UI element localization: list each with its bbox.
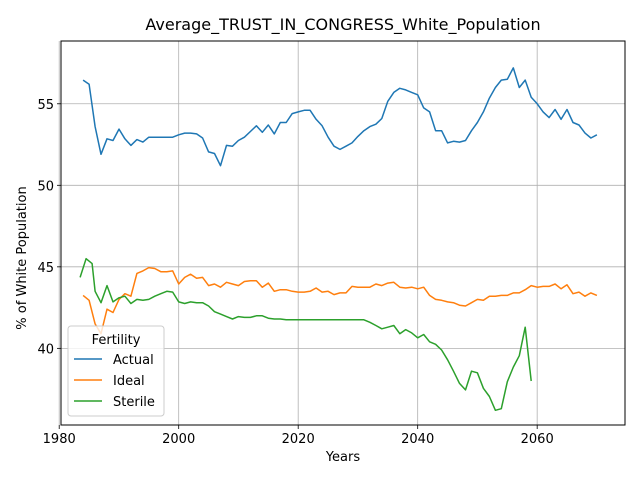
legend-title: Fertility: [92, 333, 141, 348]
x-tick-label: 2020: [282, 432, 315, 447]
x-tick-label: 2060: [521, 432, 554, 447]
chart-title: Average_TRUST_IN_CONGRESS_White_Populati…: [145, 15, 540, 35]
y-tick-label: 40: [37, 342, 54, 357]
x-tick-label: 2000: [162, 432, 195, 447]
legend-box: [67, 325, 165, 417]
legend-label-ideal: Ideal: [113, 374, 145, 389]
axis-ticks: 1980 2000 2020 2040 2060 40 45 50 55: [37, 98, 553, 447]
x-tick-label: 1980: [43, 432, 76, 447]
x-axis-label: Years: [325, 450, 361, 465]
y-tick-label: 55: [37, 98, 54, 113]
x-tick-label: 2040: [401, 432, 434, 447]
series-lines: [79, 67, 598, 412]
series-line-ideal: [82, 266, 598, 335]
y-tick-label: 45: [37, 261, 54, 276]
series-line-sterile: [79, 257, 532, 412]
legend-label-sterile: Sterile: [113, 395, 155, 410]
y-tick-label: 50: [37, 179, 54, 194]
series-line-actual: [82, 67, 598, 167]
plot-frame: [60, 40, 626, 426]
y-axis-label: % of White Population: [15, 186, 30, 329]
legend-label-actual: Actual: [113, 353, 154, 368]
legend: Fertility Actual Ideal Sterile: [67, 325, 165, 417]
